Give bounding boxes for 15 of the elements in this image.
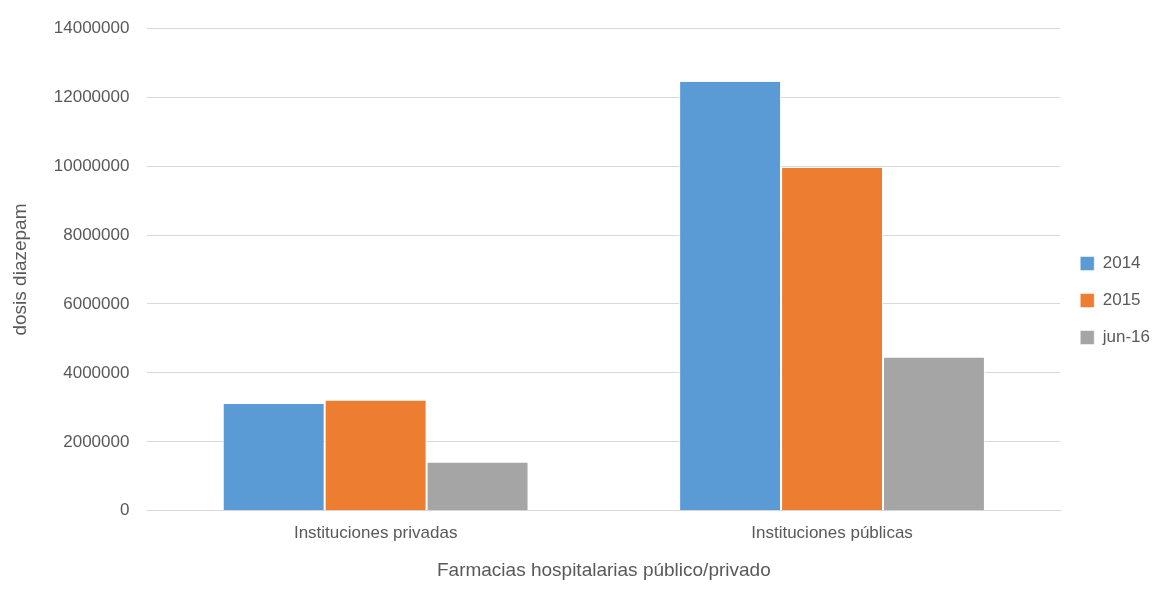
x-axis-title: Farmacias hospitalarias público/privado bbox=[436, 558, 771, 580]
y-axis-title: dosis diazepam bbox=[8, 203, 30, 336]
y-tick-label: 0 bbox=[119, 500, 130, 520]
y-tick-label: 14000000 bbox=[53, 17, 130, 37]
y-tick-label: 12000000 bbox=[53, 86, 130, 106]
x-tick-label: Instituciones privadas bbox=[293, 522, 458, 542]
y-tick-label: 2000000 bbox=[63, 431, 130, 451]
legend-label: 2014 bbox=[1102, 253, 1141, 273]
y-tick-label: 4000000 bbox=[63, 362, 130, 382]
y-tick-label: 10000000 bbox=[53, 155, 130, 175]
legend-label: jun-16 bbox=[1101, 327, 1151, 347]
y-tick-label: 6000000 bbox=[63, 293, 130, 313]
legend-label: 2015 bbox=[1102, 290, 1141, 310]
x-tick-label: Instituciones públicas bbox=[751, 522, 913, 542]
y-tick-label: 8000000 bbox=[63, 224, 130, 244]
